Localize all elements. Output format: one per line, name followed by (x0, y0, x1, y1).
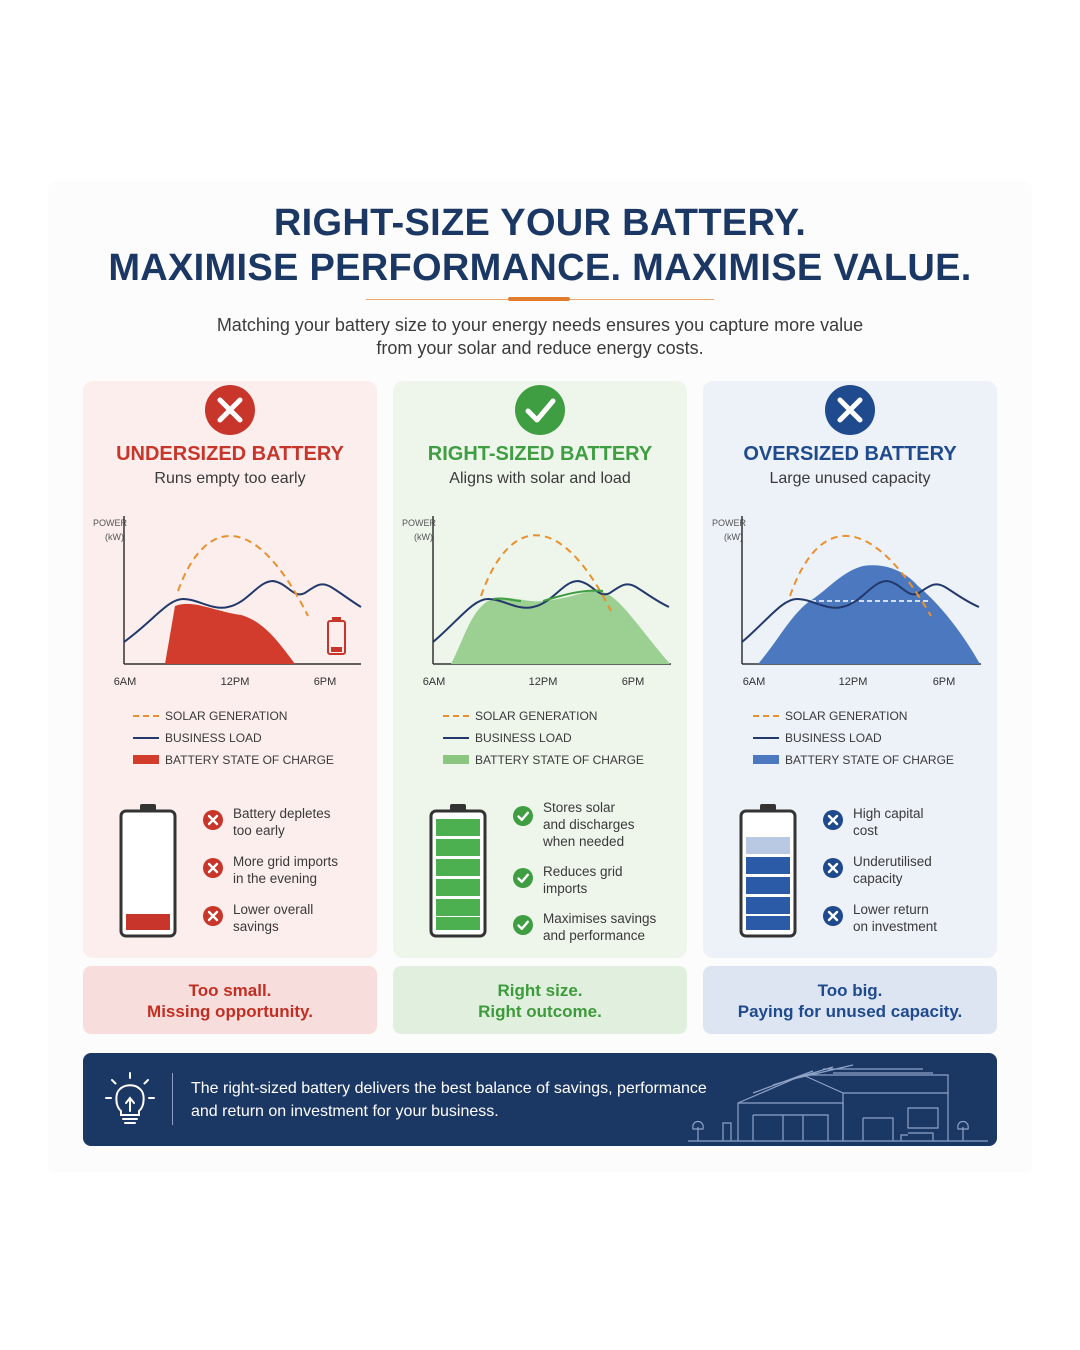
battery-low-icon (327, 617, 346, 655)
battery-soc-area (451, 591, 670, 664)
panel-subtitle: Large unused capacity (769, 470, 931, 487)
legend-solar: SOLAR GENERATION (133, 707, 373, 729)
x-icon (823, 858, 843, 878)
energy-chart: POWER (kW) 6AM 12PM 6PM (402, 516, 671, 688)
y-axis-unit: (kW) (724, 532, 743, 542)
page-subtitle-line2: from your solar and reduce energy costs. (376, 338, 704, 358)
battery-charge-line (492, 597, 522, 602)
panel-right-sized: RIGHT-SIZED BATTERY Aligns with solar an… (393, 381, 687, 958)
banner-text: The right-sized battery delivers the bes… (191, 1080, 707, 1120)
x-tick-6pm: 6PM (314, 676, 337, 688)
x-tick-12pm: 12PM (839, 676, 868, 688)
legend-load: BUSINESS LOAD (443, 729, 683, 751)
y-axis-unit: (kW) (105, 532, 124, 542)
x-tick-12pm: 12PM (221, 676, 250, 688)
panel-title: UNDERSIZED BATTERY (116, 443, 344, 465)
y-axis-label: POWER (712, 518, 747, 528)
panel-footer-oversized: Too big. Paying for unused capacity. (703, 966, 997, 1034)
panel-subtitle: Runs empty too early (154, 470, 306, 487)
check-icon (513, 915, 533, 935)
business-load-line (741, 579, 980, 643)
legend-battery: BATTERY STATE OF CHARGE (753, 751, 993, 773)
x-icon (203, 906, 223, 926)
battery-soc-area (758, 565, 980, 664)
title-divider-accent (508, 297, 570, 301)
x-icon (823, 906, 843, 926)
energy-chart: POWER (kW) 6AM 12PM 6PM (712, 516, 981, 688)
x-icon (825, 385, 875, 435)
battery-icon (429, 804, 487, 938)
business-load-line (432, 579, 670, 643)
legend-solar: SOLAR GENERATION (443, 707, 683, 729)
chart-legend: SOLAR GENERATION BUSINESS LOAD BATTERY S… (133, 707, 373, 773)
x-tick-12pm: 12PM (529, 676, 558, 688)
panel-title: RIGHT-SIZED BATTERY (427, 443, 653, 465)
energy-chart: POWER (kW) 6AM 12PM 6PM (93, 516, 362, 688)
business-load-line (123, 579, 362, 643)
x-tick-6am: 6AM (114, 676, 137, 688)
page-title-line2: MAXIMISE PERFORMANCE. MAXIMISE VALUE. (108, 247, 972, 289)
panel-undersized: UNDERSIZED BATTERY Runs empty too early … (83, 381, 377, 958)
x-icon (203, 858, 223, 878)
legend-load: BUSINESS LOAD (753, 729, 993, 751)
x-icon (203, 810, 223, 830)
check-icon (513, 806, 533, 826)
commercial-building-illustration (688, 1064, 988, 1142)
x-tick-6am: 6AM (743, 676, 766, 688)
y-axis-label: POWER (402, 518, 437, 528)
page-title-line1: RIGHT-SIZE YOUR BATTERY. (273, 202, 807, 244)
solar-generation-line (480, 534, 612, 612)
panel-title: OVERSIZED BATTERY (743, 443, 957, 465)
x-icon (823, 810, 843, 830)
lightbulb-icon (105, 1072, 155, 1124)
page-subtitle-line1: Matching your battery size to your energ… (216, 315, 864, 335)
battery-charge-fill (126, 914, 170, 930)
x-tick-6pm: 6PM (622, 676, 645, 688)
x-tick-6pm: 6PM (933, 676, 956, 688)
chart-legend: SOLAR GENERATION BUSINESS LOAD BATTERY S… (443, 707, 683, 773)
legend-battery: BATTERY STATE OF CHARGE (443, 751, 683, 773)
panel-oversized: OVERSIZED BATTERY Large unused capacity … (703, 381, 997, 958)
battery-discharge-line (542, 589, 604, 602)
legend-load: BUSINESS LOAD (133, 729, 373, 751)
panel-footer-right-sized: Right size. Right outcome. (393, 966, 687, 1034)
panel-footer-undersized: Too small. Missing opportunity. (83, 966, 377, 1034)
check-icon (513, 868, 533, 888)
summary-banner: The right-sized battery delivers the bes… (83, 1053, 997, 1146)
check-icon (515, 385, 565, 435)
banner-divider (172, 1073, 173, 1125)
chart-legend: SOLAR GENERATION BUSINESS LOAD BATTERY S… (753, 707, 993, 773)
battery-icon (119, 804, 177, 938)
battery-soc-area (165, 603, 295, 664)
x-icon (205, 385, 255, 435)
legend-solar: SOLAR GENERATION (753, 707, 993, 729)
battery-icon (739, 804, 797, 938)
panel-subtitle: Aligns with solar and load (449, 470, 631, 487)
legend-battery: BATTERY STATE OF CHARGE (133, 751, 373, 773)
solar-generation-line (789, 534, 932, 617)
y-axis-label: POWER (93, 518, 128, 528)
x-tick-6am: 6AM (423, 676, 446, 688)
y-axis-unit: (kW) (414, 532, 433, 542)
solar-generation-line (177, 535, 309, 617)
